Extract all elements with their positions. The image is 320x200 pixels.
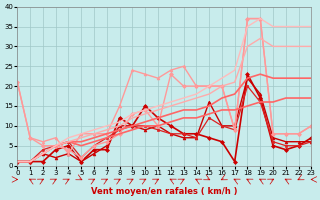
X-axis label: Vent moyen/en rafales ( km/h ): Vent moyen/en rafales ( km/h )	[91, 187, 238, 196]
